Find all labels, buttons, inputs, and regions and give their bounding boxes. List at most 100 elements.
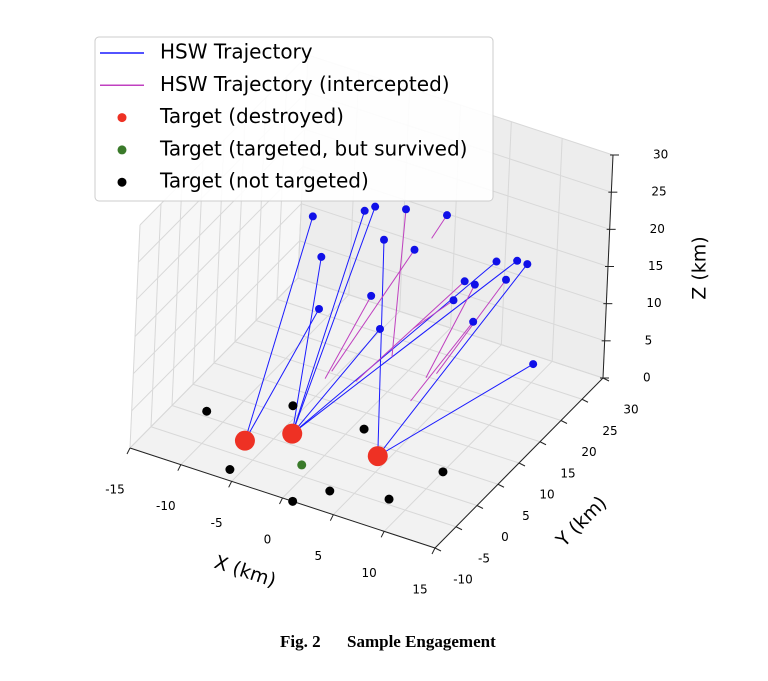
y-tick [476,505,484,509]
trajectory [355,280,466,382]
hsw-point [492,257,501,266]
hsw-point [380,235,388,244]
target-point [288,401,298,411]
target-point [325,486,335,496]
z-tick-label: 0 [643,371,651,385]
z-tick-label: 25 [651,185,666,199]
trajectory [436,279,507,374]
y-tick-label: -10 [453,573,473,587]
hsw-point [513,256,522,265]
y-tick-label: 30 [623,403,638,417]
x-tick [279,497,283,505]
hsw-point [502,275,510,284]
y-tick [581,398,589,403]
grid-line [301,203,607,305]
caption-text: Sample Engagement [347,632,496,651]
x-tick-label: 15 [412,583,427,597]
target-point [297,460,307,470]
hsw-point [308,212,317,221]
y-tick [455,526,463,531]
trajectory [244,308,320,441]
trajectory [324,295,372,379]
y-tick [518,462,526,467]
target-point [367,446,388,467]
hsw-point [449,296,458,305]
y-tick-label: 20 [581,445,596,459]
z-tick-label: 10 [646,296,661,310]
trajectory [291,261,497,435]
y-tick [539,441,547,446]
y-tick [434,547,442,552]
z-axis-label: Z (km) [689,236,711,299]
legend-marker [117,145,127,155]
caption-label: Fig. 2 [280,632,321,651]
x-axis-label: X (km) [212,551,279,592]
x-tick-label: -15 [105,483,125,497]
y-tick-label: 10 [539,488,554,502]
target-point [384,494,394,504]
legend-box [94,36,494,202]
y-axis-label: Y (km) [551,492,611,552]
legend-label: Target (targeted, but survived) [159,136,467,160]
grid-line [129,277,299,449]
hsw-point [315,304,323,313]
legend-marker [117,177,127,187]
hsw-point [523,260,532,269]
y-tick-label: -5 [478,551,490,565]
x-tick-label: -10 [156,499,176,513]
trajectory [425,284,476,379]
x-tick-label: 5 [315,549,323,563]
hsw-point [469,317,478,326]
z-tick-label: 20 [650,222,665,236]
trajectory [291,210,366,434]
grid-line [171,405,478,506]
x-tick-label: 0 [264,533,272,547]
plot [202,202,538,506]
trajectory [377,239,385,457]
x-tick [126,447,131,455]
hsw-point [460,277,469,286]
y-tick-label: 0 [501,530,509,544]
target-point [282,423,303,444]
y-tick [560,420,568,424]
legend: HSW Trajectory HSW Trajectory (intercepte… [94,36,494,202]
grid-line [192,383,499,485]
grid-line [132,203,302,375]
y-tick-label: 5 [522,509,530,523]
grid-line [299,240,605,342]
hsw-point [317,252,326,261]
trajectory [377,363,534,457]
legend-label: Target (destroyed) [159,104,344,128]
hsw-point [529,360,538,369]
grid-line [255,320,562,421]
grid-line [131,240,301,412]
z-tick-label: 5 [645,333,653,347]
x-tick [431,547,436,555]
legend-marker [117,113,127,123]
target-point [288,496,298,506]
trajectory [331,249,415,372]
z-tick-label: 30 [653,148,668,162]
trajectory [291,260,518,435]
y-tick-label: 25 [602,424,617,438]
grid-line [213,362,520,464]
hsw-point [443,211,451,220]
y-tick [497,483,505,488]
target-point [202,406,212,416]
legend-label: HSW Trajectory [160,40,313,64]
hsw-point [360,206,369,215]
z-tick-label: 15 [648,259,663,273]
hsw-point [376,324,384,333]
trajectory [377,263,528,457]
target-point [234,430,255,451]
hsw-point [410,245,419,254]
grid-line [150,426,457,528]
x-tick [329,514,334,521]
target-point [438,467,448,477]
trajectory [291,328,381,434]
trajectory [410,321,474,402]
grid-line [234,341,541,443]
x-tick [228,481,233,488]
